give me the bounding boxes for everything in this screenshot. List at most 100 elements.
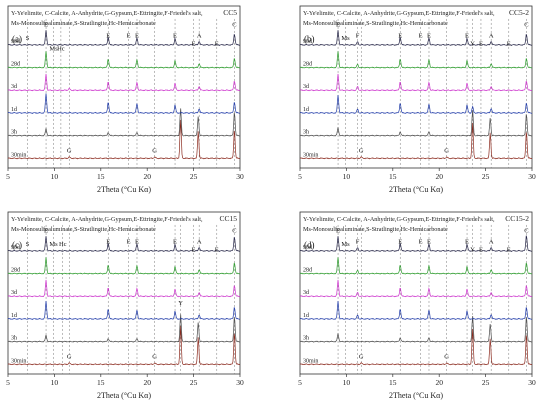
chart-panel-2: Y-Ye'elimite, C-Calcite, A-Anhydrite,G-G… xyxy=(6,211,244,400)
peak-label: E xyxy=(479,247,483,254)
peak-label: E xyxy=(192,247,196,254)
series-line xyxy=(299,123,533,160)
peak-label: G xyxy=(152,354,157,361)
peak-label: E xyxy=(398,239,402,246)
panel-label: (c) xyxy=(12,240,22,250)
series-line xyxy=(7,314,241,343)
panel-label: (b) xyxy=(304,34,315,44)
peak-label: E xyxy=(398,33,402,40)
peak-label: G xyxy=(67,354,72,361)
series-label: 30min xyxy=(303,152,318,158)
peak-label: E xyxy=(507,41,511,48)
series-label: 1d xyxy=(303,313,309,319)
series-line xyxy=(299,94,533,114)
peak-label: E xyxy=(419,33,423,40)
peak-label: Ms xyxy=(341,241,350,248)
x-tick-label: 15 xyxy=(389,378,397,387)
series-line xyxy=(7,257,241,275)
series-label: 3h xyxy=(303,130,309,136)
peak-label: A xyxy=(197,239,202,246)
x-tick-label: 5 xyxy=(298,378,302,387)
series-label: 30min xyxy=(11,358,26,364)
x-tick-label: 25 xyxy=(482,172,490,181)
peak-label: E xyxy=(173,239,177,246)
x-tick-label: 10 xyxy=(343,172,351,181)
series-label: 90d xyxy=(303,39,312,45)
peak-label: G xyxy=(359,354,364,361)
peak-label: E xyxy=(427,239,431,246)
chart-panel-3: Y-Ye'elimite, C-Calcite, A-Anhydrite,G-G… xyxy=(298,211,536,400)
panel-label: (a) xyxy=(12,34,22,44)
x-tick-label: 30 xyxy=(236,172,244,181)
series-line xyxy=(7,73,241,92)
series-label: 90d xyxy=(11,245,20,251)
peak-label: E xyxy=(336,21,340,28)
peak-label: E xyxy=(427,33,431,40)
legend-line: Y-Ye'elimite, C-Calcite, A-Anhydrite,G-G… xyxy=(11,10,203,17)
series-label: 90d xyxy=(303,245,312,251)
plot-frame xyxy=(7,5,241,169)
series-line xyxy=(7,236,241,252)
legend-line: Ms-Monosulfoaluminate,S-Stratlingite,Hc-… xyxy=(11,226,156,233)
peak-label: Hc xyxy=(57,46,65,53)
series-line xyxy=(7,108,241,137)
peak-label: C xyxy=(232,227,236,234)
peak-label: Ms xyxy=(49,46,58,53)
peak-label: E xyxy=(44,21,48,28)
peak-label: C xyxy=(524,21,528,28)
x-tick-label: 15 xyxy=(97,172,105,181)
corner-label: CC5-2 xyxy=(509,8,529,17)
x-tick-label: 5 xyxy=(298,172,302,181)
series-label: 1d xyxy=(11,107,17,113)
legend-line: Y-Ye'elimite, C-Calcite, A-Anhydrite,G-G… xyxy=(303,10,495,17)
legend-line: Y-Ye'elimite, C-Calcite, A-Anhydrite,G-G… xyxy=(303,216,495,223)
x-tick-label: 25 xyxy=(190,378,198,387)
series-line xyxy=(299,73,533,92)
peak-label: E xyxy=(419,239,423,246)
x-axis-title: 2Theta (°Cu Kα) xyxy=(97,391,151,400)
x-tick-label: 15 xyxy=(97,378,105,387)
series-label: 3h xyxy=(303,336,309,342)
peak-label: G xyxy=(444,354,449,361)
series-label: 30min xyxy=(303,358,318,364)
x-axis-title: 2Theta (°Cu Kα) xyxy=(389,391,443,400)
series-line xyxy=(299,30,533,46)
peak-label: S xyxy=(26,241,30,248)
x-tick-label: 20 xyxy=(143,172,151,181)
series-label: 3h xyxy=(11,336,17,342)
plot-frame xyxy=(299,211,533,375)
series-line xyxy=(299,257,533,275)
peak-label: G xyxy=(444,148,449,155)
x-tick-label: 10 xyxy=(51,172,59,181)
peak-label: Ms xyxy=(341,35,350,42)
peak-label: C xyxy=(524,227,528,234)
peak-label: A xyxy=(197,33,202,40)
peak-label: E xyxy=(465,33,469,40)
peak-label: Ms xyxy=(49,241,58,248)
chart-panel-1: Y-Ye'elimite, C-Calcite, A-Anhydrite,G-G… xyxy=(298,5,536,194)
peak-label: E xyxy=(106,33,110,40)
peak-label: E xyxy=(215,247,219,254)
x-tick-label: 20 xyxy=(435,378,443,387)
x-tick-label: 10 xyxy=(343,378,351,387)
series-line xyxy=(299,51,533,69)
x-tick-label: 30 xyxy=(236,378,244,387)
peak-label: C xyxy=(232,21,236,28)
x-tick-label: 25 xyxy=(482,378,490,387)
peak-label: Y xyxy=(470,247,475,254)
series-line xyxy=(299,315,533,343)
plot-frame xyxy=(7,211,241,375)
peak-label: Y xyxy=(470,41,475,48)
series-label: 3d xyxy=(303,290,309,296)
x-tick-label: 30 xyxy=(528,378,536,387)
legend-line: Y-Ye'elimite, C-Calcite, A-Anhydrite,G-G… xyxy=(11,216,203,223)
peak-label: E xyxy=(127,239,131,246)
series-line xyxy=(299,109,533,137)
x-tick-label: 25 xyxy=(190,172,198,181)
series-line xyxy=(7,30,241,46)
peak-label: E xyxy=(135,33,139,40)
series-line xyxy=(7,93,241,114)
series-line xyxy=(7,325,241,366)
peak-label: Hc xyxy=(59,241,67,248)
